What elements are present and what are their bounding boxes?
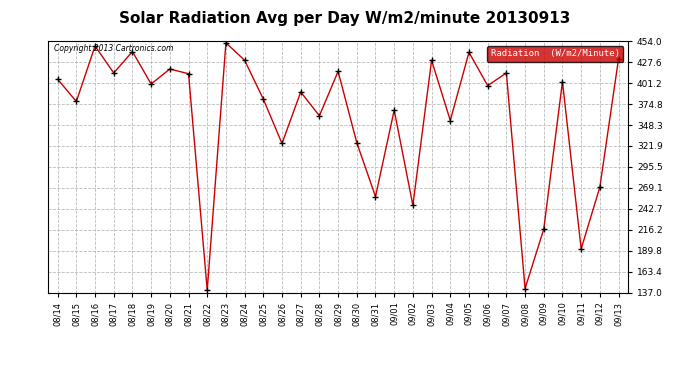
Legend: Radiation  (W/m2/Minute): Radiation (W/m2/Minute): [487, 46, 623, 62]
Text: Copyright 2013 Cartronics.com: Copyright 2013 Cartronics.com: [54, 44, 173, 53]
Text: Solar Radiation Avg per Day W/m2/minute 20130913: Solar Radiation Avg per Day W/m2/minute …: [119, 11, 571, 26]
